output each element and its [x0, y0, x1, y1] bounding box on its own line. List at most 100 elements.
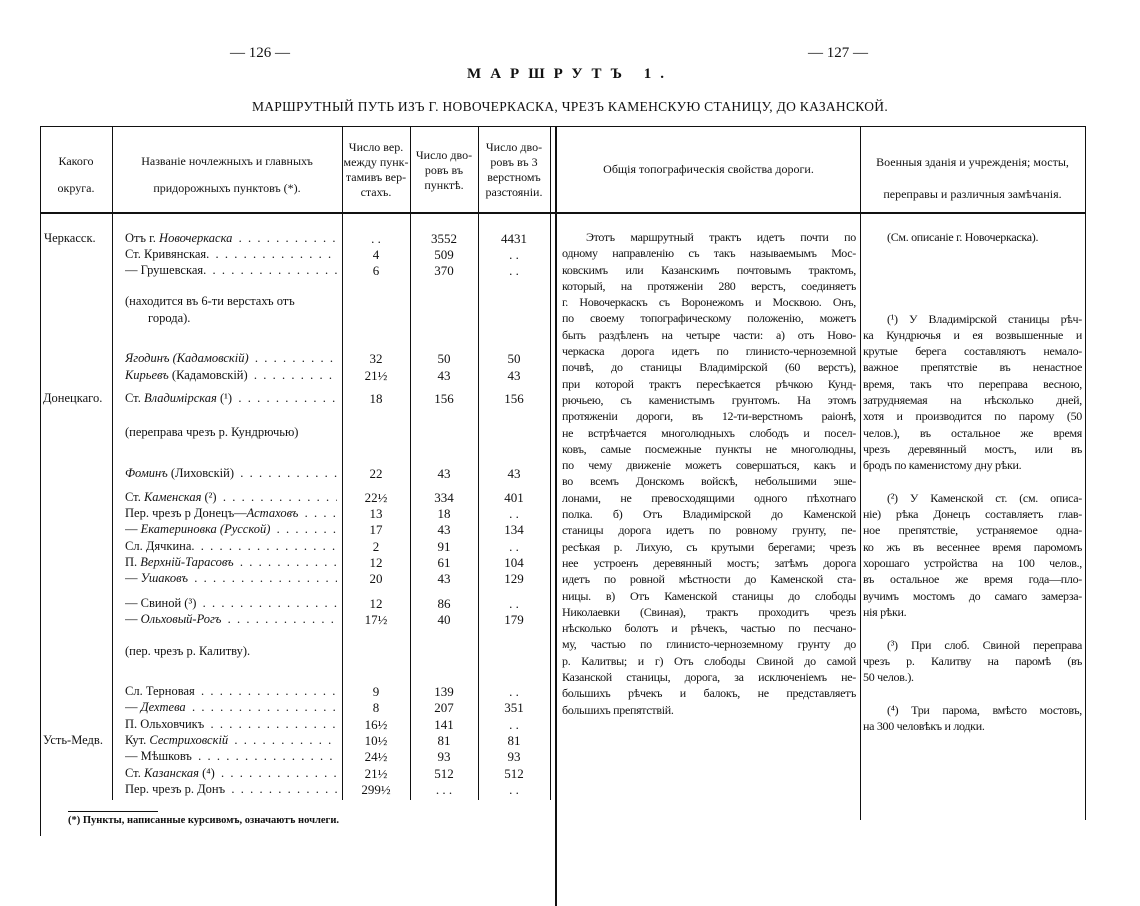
- route-point-pre: Ст. Кривянская.: [125, 247, 210, 261]
- cell-versts: 17½: [364, 612, 388, 627]
- remark-line: ное препятствіе, устраняемое одна-: [863, 523, 1082, 538]
- route-point-post: (¹): [216, 391, 233, 405]
- leader-dots: . . . . . . . . . . . . . . . .: [238, 231, 336, 245]
- cell-households: 93: [437, 749, 451, 764]
- cell-households3: . .: [509, 717, 519, 732]
- route-point-ital: Астаховъ: [246, 506, 299, 520]
- header-households: Число дво- ровъ въ пунктѣ.: [410, 148, 478, 193]
- topography-line: рючьею, съ каменистымъ грунтомъ. На этом…: [562, 392, 856, 407]
- header-line: пунктѣ.: [424, 178, 464, 192]
- leader-dots: . . . . . . . . . . . . . . . .: [196, 596, 337, 610]
- header-line: Военныя зданія и учрежденія; мосты,: [876, 155, 1069, 169]
- route-point-ital: Казанская: [143, 766, 199, 780]
- topography-line: большихъ рѣчекъ и балокъ, не представляе…: [562, 686, 856, 701]
- cell-households3: . .: [509, 539, 519, 554]
- header-district: Какого округа.: [40, 148, 112, 202]
- leader-dots: . . . . . . . . . . . . . . . .: [194, 684, 337, 698]
- remark-block: (³) При слоб. Свиной переправа чрезъ р. К…: [863, 637, 1082, 686]
- topography-line: ковскимъ или Казанскимъ почтовымъ тракто…: [562, 262, 856, 277]
- cell-versts: 22: [369, 466, 383, 481]
- cell-households3: . .: [509, 782, 519, 797]
- header-line: ровъ въ: [424, 163, 464, 177]
- cell-households: 141: [434, 717, 454, 732]
- remark-line: (¹) У Владимірской станицы рѣч-: [887, 311, 1082, 326]
- route-note: (находится въ 6-ти верстахъ отъ: [125, 294, 295, 308]
- district-label: Черкасск.: [44, 231, 96, 245]
- topography-line: протяженіи дороги, въ 12-ти-верстномъ ра…: [562, 409, 856, 424]
- cell-households: 43: [437, 522, 451, 537]
- cell-households: 50: [437, 351, 451, 366]
- table-top-rule: [40, 126, 1086, 127]
- cell-households: 43: [437, 368, 451, 383]
- cell-households3: 50: [507, 351, 521, 366]
- topography-line: му, частью по глинисто-черноземному грун…: [562, 637, 856, 652]
- route-point: — Мѣшковъ . . . . . . . . . . . . . . . …: [125, 749, 337, 764]
- header-line: между пунк-: [343, 155, 409, 169]
- remark-line: (См. описаніе г. Новочеркаска).: [887, 230, 1039, 244]
- route-point-post: (⁴): [198, 766, 215, 780]
- cell-households: 334: [434, 490, 454, 505]
- topography-line: станицы дорога идетъ по ровному грунту, …: [562, 523, 856, 538]
- column-divider: [112, 126, 113, 800]
- cell-households3: 93: [507, 749, 521, 764]
- route-point-pre: Пер. чрезъ р. Донъ: [125, 782, 226, 796]
- route-point-pre: — Мѣшковъ: [125, 749, 192, 763]
- topography-line: не встрѣчается многолюдныхъ слободъ и по…: [562, 425, 856, 440]
- topography-text: Этотъ маршрутный трактъ идетъ почти по од…: [562, 229, 856, 718]
- cell-versts: 2: [372, 539, 380, 554]
- route-point: Ст. Каменская (²) . . . . . . . . . . . …: [125, 490, 337, 505]
- route-point-post: (²): [201, 490, 217, 504]
- cell-versts: 9: [372, 684, 380, 699]
- cell-versts: 18: [369, 391, 383, 406]
- route-point-pre: Отъ г.: [125, 231, 160, 245]
- cell-households3: . .: [509, 263, 519, 278]
- route-point-pre: Ст.: [125, 391, 144, 405]
- table-right-border: [1085, 126, 1086, 820]
- header-line: стахъ.: [360, 185, 392, 199]
- leader-dots: . . . . . . . . . . . . . . . .: [254, 351, 333, 365]
- header-line: разстояніи.: [485, 185, 543, 199]
- topography-line: г. Новочеркаскъ съ Воронежомъ и Москвою.…: [562, 295, 856, 310]
- route-point: Кут. Сестриховскій . . . . . . . . . . .…: [125, 733, 337, 748]
- route-point-pre: —: [125, 612, 141, 626]
- topography-line: при которой трактъ пересѣкается рѣчкою К…: [562, 376, 856, 391]
- route-point-ital: Дехтева: [140, 700, 186, 714]
- cell-versts: 10½: [364, 733, 388, 748]
- topography-line: нее устроенъ деревянный мостъ; затѣмъ до…: [562, 555, 856, 570]
- leader-dots: . . . . . . . . . . . . . . . .: [185, 700, 336, 714]
- route-point: Пер. чрезъ р. Донъ . . . . . . . . . . .…: [125, 782, 337, 797]
- route-point: — Ольховый-Рогъ . . . . . . . . . . . . …: [125, 612, 337, 627]
- route-point-pre: —: [125, 522, 141, 536]
- remark-block: (¹) У Владимірской станицы рѣч-ка Кундрю…: [863, 311, 1082, 474]
- route-point-ital: Фоминъ: [125, 466, 168, 480]
- route-point: Сл. Дячкина. . . . . . . . . . . . . . .…: [125, 539, 337, 554]
- cell-households: 512: [434, 766, 454, 781]
- route-point: Сл. Терновая . . . . . . . . . . . . . .…: [125, 684, 337, 699]
- cell-households: 61: [437, 555, 451, 570]
- column-divider: [860, 126, 861, 820]
- remark-line: хотя и производится по парому (50: [863, 409, 1082, 424]
- remark-line: крутые берега составляютъ немало-: [863, 344, 1082, 359]
- cell-households3: 129: [504, 571, 524, 586]
- route-point-pre: П. Ольховчикъ: [125, 717, 205, 731]
- route-point: — Свиной (³) . . . . . . . . . . . . . .…: [125, 596, 337, 611]
- cell-versts: 17: [369, 522, 383, 537]
- remark-line: чрезъ деревянный мостъ, или въ: [863, 441, 1082, 456]
- remark-block: (См. описаніе г. Новочеркаска).: [863, 229, 1082, 245]
- topography-line: быть раздѣленъ на четыре части: а) отъ Н…: [562, 327, 856, 342]
- route-point-pre: П.: [125, 555, 141, 569]
- cell-versts: 20: [369, 571, 383, 586]
- cell-households3: . .: [509, 596, 519, 611]
- route-point-pre: — Свиной (³): [125, 596, 197, 610]
- topography-line: Казанской станицы, дорога, за исключеніе…: [562, 670, 856, 685]
- route-point: Фоминъ (Лиховскій) . . . . . . . . . . .…: [125, 466, 337, 481]
- leader-dots: . . . . . . . . . . . . . . . .: [276, 522, 337, 536]
- cell-versts: 299½: [361, 782, 391, 797]
- route-point: — Дехтева . . . . . . . . . . . . . . . …: [125, 700, 337, 715]
- header-versts: Число вер. между пунк- тамивъ вер- стахъ…: [342, 140, 410, 200]
- leader-dots: . . . . . . . . . . . . . . . .: [231, 782, 337, 796]
- route-point: Отъ г. Новочеркаска . . . . . . . . . . …: [125, 231, 337, 246]
- header-line: Число дво-: [415, 148, 473, 162]
- leader-dots: . . . . . . . . . . . . . . . .: [194, 539, 337, 553]
- table-left-border: [40, 126, 41, 836]
